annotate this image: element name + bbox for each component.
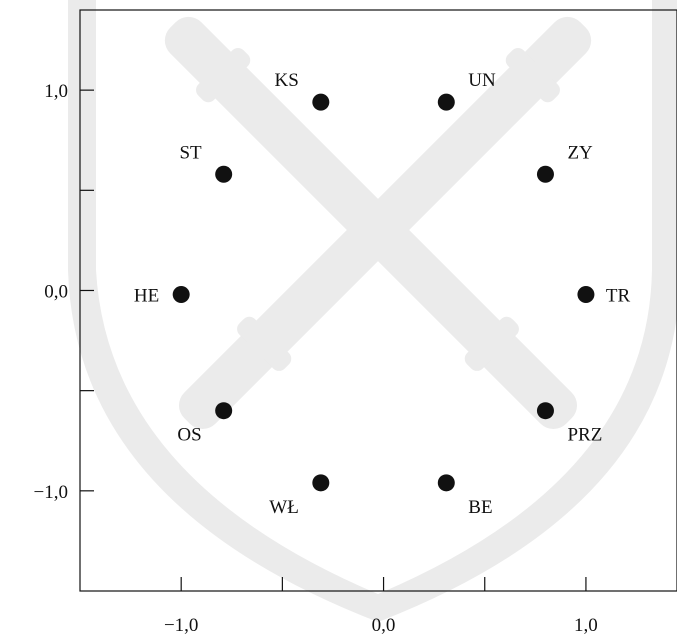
point-label: WŁ bbox=[269, 497, 299, 518]
data-points: KS UN ST ZY HE TR OS PRZ WŁ BE bbox=[134, 70, 631, 518]
data-point bbox=[437, 474, 455, 492]
point-label: OS bbox=[177, 425, 201, 446]
y-axis-ticks: 1,0 0,0 −1,0 bbox=[34, 81, 94, 503]
point-label: PRZ bbox=[567, 425, 602, 446]
y-tick-label: 1,0 bbox=[44, 81, 68, 102]
data-point bbox=[536, 165, 554, 183]
x-tick-label: −1,0 bbox=[164, 615, 198, 636]
data-point bbox=[312, 93, 330, 111]
point-label: HE bbox=[134, 285, 159, 306]
point-label: BE bbox=[468, 497, 492, 518]
y-tick-label: −1,0 bbox=[34, 482, 68, 503]
plot-frame bbox=[79, 9, 677, 592]
point-label: KS bbox=[275, 70, 299, 91]
x-tick-label: 0,0 bbox=[372, 615, 396, 636]
watermark-emblem bbox=[68, 0, 677, 622]
y-tick-label: 0,0 bbox=[44, 281, 68, 302]
x-axis-ticks: −1,0 0,0 1,0 bbox=[164, 577, 598, 636]
point-label: TR bbox=[606, 285, 631, 306]
data-point bbox=[215, 165, 233, 183]
point-label: ST bbox=[179, 142, 202, 163]
point-label: UN bbox=[468, 70, 496, 91]
data-point bbox=[215, 402, 233, 420]
data-point bbox=[312, 474, 330, 492]
data-point bbox=[536, 402, 554, 420]
data-point bbox=[172, 285, 190, 303]
x-tick-label: 1,0 bbox=[574, 615, 598, 636]
point-label: ZY bbox=[567, 142, 593, 163]
data-point bbox=[437, 93, 455, 111]
data-point bbox=[577, 285, 595, 303]
